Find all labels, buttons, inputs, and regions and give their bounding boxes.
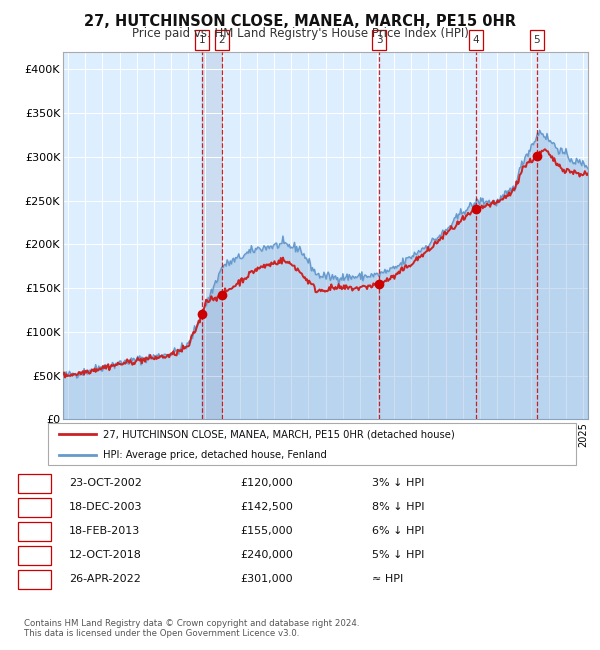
Text: 27, HUTCHINSON CLOSE, MANEA, MARCH, PE15 0HR (detached house): 27, HUTCHINSON CLOSE, MANEA, MARCH, PE15… — [103, 430, 455, 439]
Text: £155,000: £155,000 — [240, 526, 293, 536]
Text: 6% ↓ HPI: 6% ↓ HPI — [372, 526, 424, 536]
FancyBboxPatch shape — [215, 30, 229, 50]
FancyBboxPatch shape — [48, 422, 576, 465]
FancyBboxPatch shape — [469, 30, 483, 50]
Text: 5: 5 — [31, 575, 38, 584]
Text: 1: 1 — [199, 35, 205, 45]
Text: 4: 4 — [31, 551, 38, 560]
Text: 26-APR-2022: 26-APR-2022 — [69, 575, 141, 584]
Text: HPI: Average price, detached house, Fenland: HPI: Average price, detached house, Fenl… — [103, 450, 328, 460]
Text: 3: 3 — [376, 35, 383, 45]
Text: 2: 2 — [31, 502, 38, 512]
FancyBboxPatch shape — [373, 30, 386, 50]
Text: 8% ↓ HPI: 8% ↓ HPI — [372, 502, 425, 512]
FancyBboxPatch shape — [196, 30, 209, 50]
Text: £120,000: £120,000 — [240, 478, 293, 488]
Text: 5: 5 — [533, 35, 540, 45]
Text: ≈ HPI: ≈ HPI — [372, 575, 403, 584]
Text: 12-OCT-2018: 12-OCT-2018 — [69, 551, 142, 560]
Text: 18-DEC-2003: 18-DEC-2003 — [69, 502, 143, 512]
Text: 18-FEB-2013: 18-FEB-2013 — [69, 526, 140, 536]
Text: £142,500: £142,500 — [240, 502, 293, 512]
Text: Contains HM Land Registry data © Crown copyright and database right 2024.
This d: Contains HM Land Registry data © Crown c… — [24, 619, 359, 638]
Text: 3% ↓ HPI: 3% ↓ HPI — [372, 478, 424, 488]
Text: 23-OCT-2002: 23-OCT-2002 — [69, 478, 142, 488]
Text: 4: 4 — [473, 35, 479, 45]
FancyBboxPatch shape — [530, 30, 544, 50]
Text: 27, HUTCHINSON CLOSE, MANEA, MARCH, PE15 0HR: 27, HUTCHINSON CLOSE, MANEA, MARCH, PE15… — [84, 14, 516, 29]
Text: 2: 2 — [218, 35, 225, 45]
Text: £301,000: £301,000 — [240, 575, 293, 584]
Text: 5% ↓ HPI: 5% ↓ HPI — [372, 551, 424, 560]
Text: £240,000: £240,000 — [240, 551, 293, 560]
Bar — [202, 52, 222, 419]
Text: 3: 3 — [31, 526, 38, 536]
Text: 1: 1 — [31, 478, 38, 488]
Text: Price paid vs. HM Land Registry's House Price Index (HPI): Price paid vs. HM Land Registry's House … — [131, 27, 469, 40]
